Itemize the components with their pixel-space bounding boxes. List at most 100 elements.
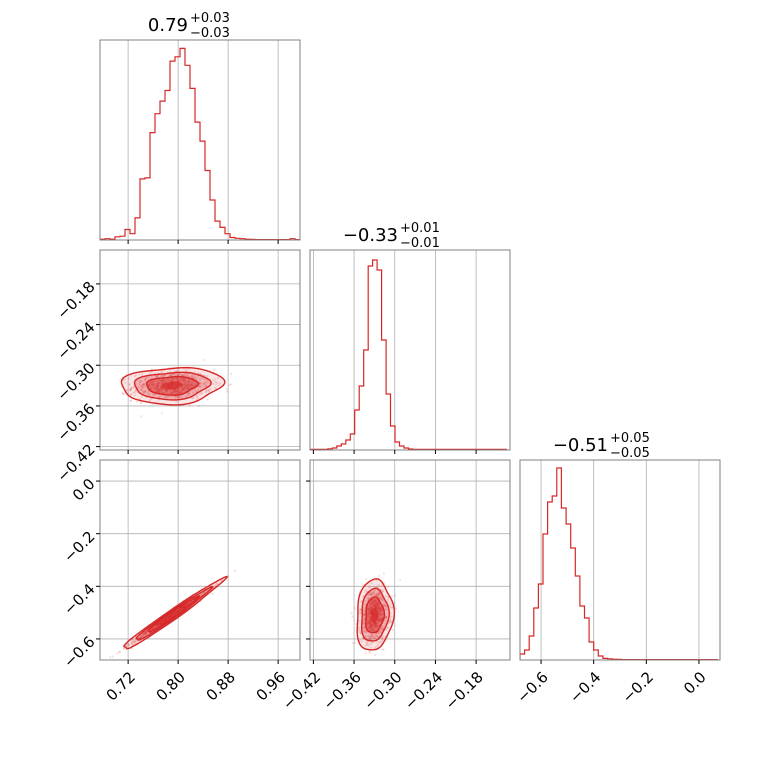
sample-point — [122, 647, 125, 651]
sample-point — [363, 612, 366, 615]
sample-point — [359, 608, 362, 611]
sample-point — [139, 385, 142, 388]
sample-point — [378, 606, 381, 609]
sample-point — [379, 621, 382, 624]
sample-point — [150, 375, 153, 378]
sample-point — [159, 621, 162, 624]
sample-point — [173, 390, 176, 393]
sample-point — [203, 359, 206, 362]
sample-point — [129, 387, 132, 390]
sample-point — [367, 611, 370, 614]
sample-point — [151, 380, 154, 383]
sample-point — [118, 650, 121, 654]
sample-point — [230, 372, 233, 376]
sample-point — [387, 585, 390, 588]
sample-point — [390, 602, 393, 606]
sample-point — [156, 382, 160, 385]
sample-point — [378, 606, 382, 610]
sample-point — [364, 590, 367, 593]
sample-point — [170, 392, 173, 395]
sample-point — [377, 607, 380, 610]
sample-point — [368, 620, 371, 623]
sample-point — [143, 389, 146, 392]
sample-point — [371, 599, 374, 602]
sample-point — [373, 628, 376, 632]
x-tick-label: −0.30 — [360, 668, 405, 713]
sample-point — [374, 646, 377, 649]
sample-point — [156, 384, 159, 387]
sample-point — [151, 381, 154, 384]
sample-point — [389, 606, 392, 609]
sample-point — [364, 603, 367, 606]
sample-point — [185, 368, 188, 371]
sample-point — [375, 592, 378, 595]
sample-point — [373, 598, 376, 602]
sample-point — [351, 641, 354, 645]
density-fill-core — [162, 607, 184, 623]
sample-point — [369, 623, 372, 626]
sample-point — [127, 377, 131, 380]
sample-point — [179, 391, 182, 394]
sample-point — [380, 584, 383, 587]
sample-point — [379, 594, 383, 598]
sample-point — [157, 623, 160, 627]
sample-point — [371, 602, 374, 605]
sample-point — [150, 377, 153, 380]
sample-point — [380, 609, 383, 612]
sample-point — [163, 369, 166, 372]
sample-point — [368, 623, 371, 626]
sample-point — [174, 373, 177, 376]
sample-point — [159, 622, 162, 625]
sample-point — [174, 388, 177, 392]
sample-point — [156, 375, 159, 378]
sample-point — [368, 626, 371, 630]
sample-point — [375, 623, 378, 626]
sample-point — [366, 617, 369, 620]
hist-grid-1 — [312, 250, 477, 450]
x-tick-label: 0.88 — [203, 668, 239, 704]
sample-point — [378, 612, 381, 616]
sample-point — [179, 380, 182, 383]
sample-point — [381, 598, 384, 602]
sample-point — [375, 593, 378, 597]
title-median: −0.51 — [553, 435, 608, 456]
sample-point — [160, 386, 163, 389]
sample-point — [369, 629, 372, 632]
sample-point — [155, 625, 158, 628]
sample-point — [370, 607, 373, 611]
sample-point — [174, 389, 177, 392]
sample-point — [175, 390, 178, 393]
sample-point — [135, 638, 138, 642]
sample-point — [378, 574, 381, 578]
sample-point — [376, 600, 379, 603]
sample-point — [188, 379, 191, 382]
sample-point — [128, 383, 131, 387]
sample-point — [170, 390, 173, 393]
sample-point — [373, 622, 376, 626]
sample-point — [370, 623, 374, 627]
sample-point — [369, 633, 372, 636]
sample-point — [174, 395, 178, 398]
sample-point — [181, 387, 185, 390]
sample-point — [184, 604, 187, 607]
sample-point — [194, 383, 197, 386]
x-tick-label: −0.6 — [513, 668, 551, 706]
sample-point — [370, 594, 373, 597]
sample-point — [361, 640, 364, 643]
sample-point — [152, 393, 155, 396]
sample-point — [374, 598, 377, 602]
sample-point — [158, 622, 161, 626]
sample-point — [133, 386, 136, 389]
y-tick-label: −0.2 — [60, 527, 98, 565]
sample-point — [170, 379, 174, 382]
sample-point — [166, 389, 169, 392]
sample-point — [370, 621, 373, 624]
sample-point — [371, 629, 374, 632]
sample-point — [158, 623, 161, 626]
sample-point — [390, 594, 393, 598]
sample-point — [385, 616, 388, 619]
sample-point — [369, 620, 372, 623]
sample-point — [138, 637, 141, 640]
sample-point — [177, 379, 180, 382]
sample-point — [184, 374, 187, 377]
